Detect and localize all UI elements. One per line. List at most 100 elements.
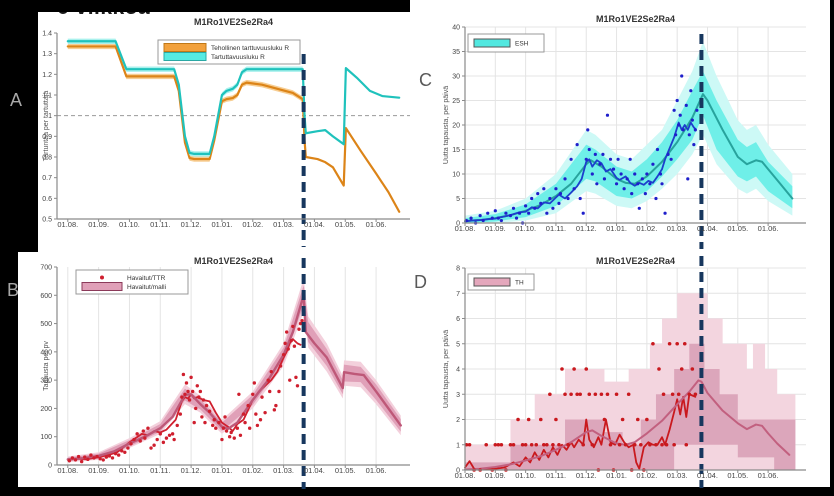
svg-text:1.1: 1.1 — [42, 93, 52, 100]
svg-text:500: 500 — [40, 321, 52, 328]
svg-text:15: 15 — [452, 147, 460, 154]
svg-text:01.12.: 01.12. — [576, 224, 597, 233]
svg-text:ESH: ESH — [515, 41, 529, 48]
svg-text:700: 700 — [40, 265, 52, 272]
svg-text:0: 0 — [48, 463, 52, 470]
svg-text:Tartuttavuusluku R: Tartuttavuusluku R — [211, 54, 265, 61]
svg-text:01.10.: 01.10. — [119, 220, 140, 229]
svg-text:TH: TH — [515, 280, 524, 287]
svg-text:01.02.: 01.02. — [242, 220, 263, 229]
svg-text:1: 1 — [456, 442, 460, 449]
svg-text:01.02.: 01.02. — [636, 224, 657, 233]
panel-d-chart: 8 7 6 5 4 3 2 1 0 01.08. 01.09. 01.10. 01.11. 01.12. 0… — [440, 256, 830, 490]
svg-text:8: 8 — [456, 266, 460, 273]
svg-text:5: 5 — [456, 196, 460, 203]
svg-text:0: 0 — [456, 221, 460, 228]
svg-text:01.06.: 01.06. — [366, 466, 387, 475]
svg-text:1.4: 1.4 — [42, 31, 52, 38]
svg-text:01.05.: 01.05. — [727, 224, 748, 233]
svg-text:10: 10 — [452, 172, 460, 179]
svg-text:01.06.: 01.06. — [758, 471, 779, 480]
svg-text:40: 40 — [452, 25, 460, 32]
panel-a-chart: 1.4 1.3 1.2 1.1 1 0.9 0.8 0.7 0.6 0.5 01.08. 01.09.… — [40, 14, 420, 252]
svg-text:400: 400 — [40, 349, 52, 356]
svg-text:01.05.: 01.05. — [727, 471, 748, 480]
svg-text:01.01.: 01.01. — [606, 471, 627, 480]
svg-text:01.08.: 01.08. — [455, 224, 476, 233]
svg-text:01.09.: 01.09. — [88, 466, 109, 475]
svg-text:5: 5 — [456, 341, 460, 348]
svg-text:01.09.: 01.09. — [485, 224, 506, 233]
svg-text:Havaitut/malli: Havaitut/malli — [127, 284, 166, 291]
svg-text:01.04.: 01.04. — [697, 224, 718, 233]
left-black-strip — [0, 12, 38, 252]
svg-text:01.09.: 01.09. — [88, 220, 109, 229]
svg-text:01.08.: 01.08. — [455, 471, 476, 480]
svg-text:Tapausta per pv: Tapausta per pv — [43, 341, 50, 391]
svg-text:01.11.: 01.11. — [150, 220, 170, 229]
panel-c-chart: 40 35 30 25 20 15 10 5 0 01.08. 01.09. 01.10. 01.11.… — [440, 14, 830, 252]
svg-text:01.05.: 01.05. — [335, 466, 356, 475]
svg-text:01.03.: 01.03. — [273, 220, 294, 229]
svg-text:Uutta tapausta, per päivä: Uutta tapausta, per päivä — [443, 330, 450, 408]
svg-text:0: 0 — [456, 468, 460, 475]
svg-text:0.9: 0.9 — [42, 134, 52, 141]
panel-label-b: B — [7, 280, 20, 300]
svg-text:M1Ro1VE2Se2Ra4: M1Ro1VE2Se2Ra4 — [596, 256, 675, 266]
svg-text:01.03.: 01.03. — [667, 224, 688, 233]
svg-text:Uutta tapausta, per päivä: Uutta tapausta, per päivä — [443, 86, 450, 164]
svg-text:01.11.: 01.11. — [546, 471, 566, 480]
svg-text:4: 4 — [456, 367, 460, 374]
panel-label-c: C — [419, 70, 432, 90]
svg-text:01.10.: 01.10. — [515, 471, 536, 480]
svg-text:1.2: 1.2 — [42, 72, 52, 79]
svg-text:2: 2 — [456, 417, 460, 424]
svg-text:01.05.: 01.05. — [335, 220, 356, 229]
svg-text:7: 7 — [456, 291, 460, 298]
svg-text:01.01.: 01.01. — [212, 466, 233, 475]
svg-text:01.06.: 01.06. — [758, 224, 779, 233]
svg-text:01.01.: 01.01. — [212, 220, 233, 229]
panel-label-a: A — [10, 90, 23, 110]
svg-text:3: 3 — [456, 392, 460, 399]
svg-text:01.01.: 01.01. — [606, 224, 627, 233]
svg-text:01.03.: 01.03. — [273, 466, 294, 475]
panel-c-svg: 40 35 30 25 20 15 10 5 001.08. 01.09. 01.10. 01.11.… — [443, 14, 806, 249]
svg-text:01.04.: 01.04. — [304, 466, 325, 475]
svg-text:01.10.: 01.10. — [515, 224, 536, 233]
top-black-bar — [0, 0, 410, 12]
svg-text:Tartuntaa per tartuttaja: Tartuntaa per tartuttaja — [43, 91, 50, 162]
svg-text:200: 200 — [40, 406, 52, 413]
svg-text:35: 35 — [452, 49, 460, 56]
panel-b-svg: 700 600 500 400 300 200 100 0 01.08. 01.09. 01.10.… — [40, 256, 410, 489]
svg-text:01.04.: 01.04. — [697, 471, 718, 480]
panel-a-svg: 1.4 1.3 1.2 1.1 1 0.9 0.8 0.7 0.6 0.5 01.08. 01.09.… — [42, 17, 410, 247]
svg-text:01.09.: 01.09. — [485, 471, 506, 480]
svg-text:Havaitut/TTR: Havaitut/TTR — [127, 275, 166, 282]
svg-text:01.08.: 01.08. — [57, 220, 78, 229]
svg-text:600: 600 — [40, 293, 52, 300]
svg-text:M1Ro1VE2Se2Ra4: M1Ro1VE2Se2Ra4 — [194, 17, 273, 27]
svg-text:1: 1 — [48, 113, 52, 120]
svg-text:25: 25 — [452, 98, 460, 105]
svg-text:0.5: 0.5 — [42, 217, 52, 224]
svg-text:01.08.: 01.08. — [57, 466, 78, 475]
svg-text:1.3: 1.3 — [42, 51, 52, 58]
panel-b-chart: 700 600 500 400 300 200 100 0 01.08. 01.09. 01.10.… — [40, 256, 420, 490]
panel-label-d: D — [414, 272, 427, 292]
svg-text:0.8: 0.8 — [42, 155, 52, 162]
svg-text:M1Ro1VE2Se2Ra4: M1Ro1VE2Se2Ra4 — [596, 14, 675, 24]
svg-text:6: 6 — [456, 316, 460, 323]
svg-text:01.12.: 01.12. — [576, 471, 597, 480]
svg-text:100: 100 — [40, 434, 52, 441]
svg-text:01.02.: 01.02. — [242, 466, 263, 475]
svg-text:30: 30 — [452, 74, 460, 81]
svg-text:01.02.: 01.02. — [636, 471, 657, 480]
svg-text:01.04.: 01.04. — [304, 220, 325, 229]
svg-text:20: 20 — [452, 123, 460, 130]
panel-d-svg: 8 7 6 5 4 3 2 1 001.08. 01.09. 01.10. 01.11. 01.12. 0… — [443, 256, 806, 488]
svg-text:01.10.: 01.10. — [119, 466, 140, 475]
svg-text:300: 300 — [40, 378, 52, 385]
svg-text:01.11.: 01.11. — [150, 466, 170, 475]
